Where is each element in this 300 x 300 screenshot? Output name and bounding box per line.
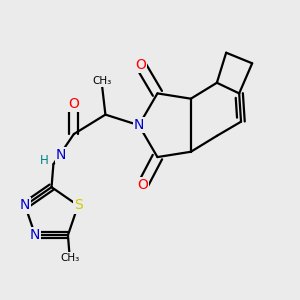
Text: H: H	[40, 154, 49, 167]
Text: S: S	[74, 199, 82, 212]
Text: CH₃: CH₃	[92, 76, 111, 86]
Text: O: O	[137, 178, 148, 192]
Text: N: N	[134, 118, 144, 132]
Text: CH₃: CH₃	[60, 253, 80, 263]
Text: N: N	[30, 228, 40, 242]
Text: O: O	[68, 97, 79, 111]
Text: N: N	[56, 148, 66, 162]
Text: N: N	[20, 199, 30, 212]
Text: O: O	[135, 58, 146, 72]
